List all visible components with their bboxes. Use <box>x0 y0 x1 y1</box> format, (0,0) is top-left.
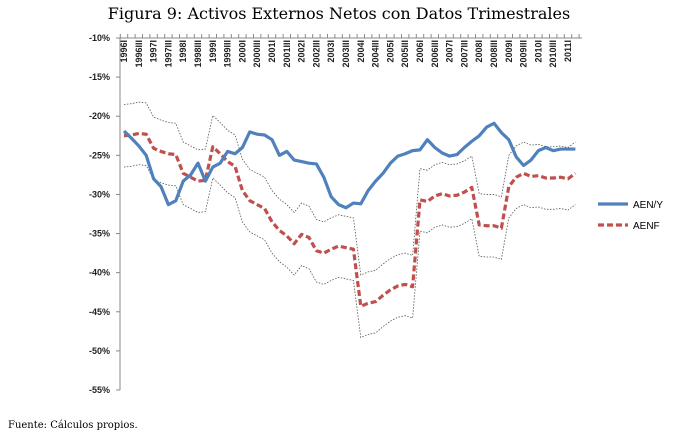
x-tick-label: 1997III <box>163 40 173 68</box>
y-tick-label: -20% <box>89 111 110 121</box>
x-tick-label: 2004III <box>371 40 381 68</box>
confidence-band-upper <box>123 101 576 276</box>
y-tick-label: -25% <box>89 150 110 160</box>
y-tick-label: -40% <box>89 268 110 278</box>
x-tick-label: 2008III <box>489 40 499 68</box>
legend-label: AEN/Y <box>633 200 663 211</box>
x-tick-label: 2003III <box>341 40 351 68</box>
y-tick-label: -45% <box>89 307 110 317</box>
x-tick-label: 1996III <box>134 40 144 68</box>
x-tick-label: 1996I <box>119 40 129 63</box>
x-tick-label: 2005I <box>385 40 395 63</box>
x-tick-label: 2006I <box>415 40 425 63</box>
x-tick-label: 2007III <box>459 40 469 68</box>
x-tick-label: 2010I <box>533 40 543 63</box>
x-tick-label: 2000I <box>237 40 247 63</box>
x-tick-label: 1999III <box>223 40 233 68</box>
confidence-band-lower <box>123 164 576 339</box>
x-tick-label: 2006III <box>430 40 440 68</box>
y-tick-label: -50% <box>89 346 110 356</box>
chart-source-note: Fuente: Cálculos propios. <box>8 420 138 431</box>
x-tick-label: 2009I <box>504 40 514 63</box>
x-tick-label: 2001III <box>282 40 292 68</box>
series-line-aeny <box>122 121 576 210</box>
x-tick-label: 1998I <box>178 40 188 63</box>
x-tick-label: 2004I <box>356 40 366 63</box>
y-tick-label: -15% <box>89 72 110 82</box>
x-tick-label: 2003I <box>326 40 336 63</box>
x-tick-label: 2007I <box>445 40 455 63</box>
y-tick-label: -35% <box>89 229 110 239</box>
x-tick-label: 1998III <box>193 40 203 68</box>
x-tick-label: 2009III <box>519 40 529 68</box>
x-tick-label: 2008I <box>474 40 484 63</box>
x-tick-label: 1999I <box>208 40 218 63</box>
x-tick-label: 2000III <box>252 40 262 68</box>
x-tick-label: 2005III <box>400 40 410 68</box>
y-tick-label: -30% <box>89 189 110 199</box>
x-tick-label: 1997I <box>149 40 159 63</box>
y-tick-label: -10% <box>89 33 110 43</box>
series-line-aenf <box>123 131 577 308</box>
x-tick-label: 2010III <box>548 40 558 68</box>
legend-label: AENF <box>633 221 660 232</box>
x-tick-label: 2002I <box>297 40 307 63</box>
chart-title: Figura 9: Activos Externos Netos con Dat… <box>107 4 571 23</box>
x-tick-label: 2002III <box>311 40 321 68</box>
x-tick-label: 2011I <box>563 40 573 62</box>
x-tick-label: 2001I <box>267 40 277 63</box>
y-tick-label: -55% <box>89 385 110 395</box>
